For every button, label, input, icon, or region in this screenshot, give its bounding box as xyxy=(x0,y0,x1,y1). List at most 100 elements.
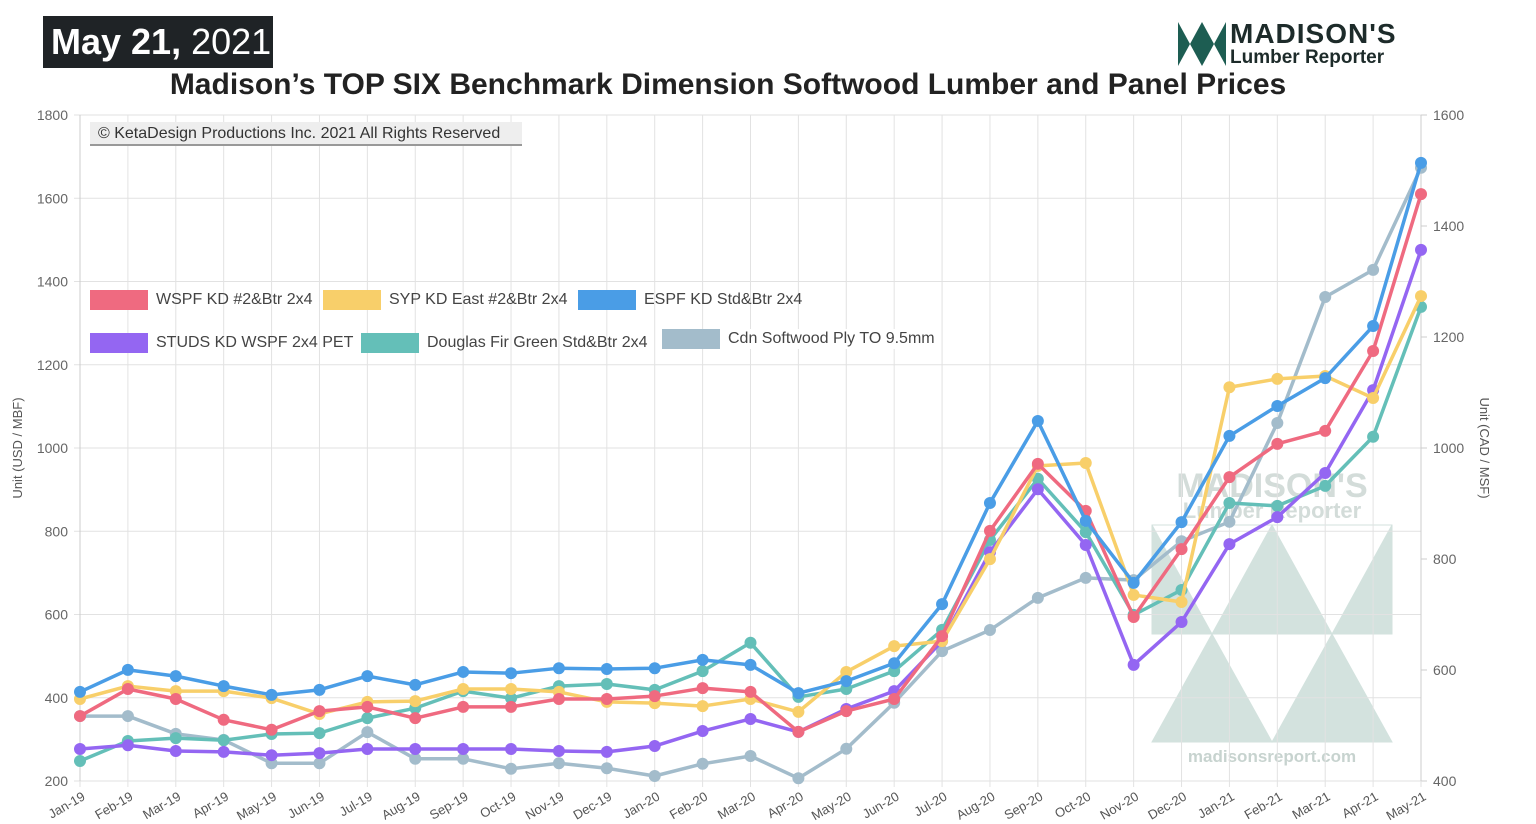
legend-item-studs[interactable]: STUDS KD WSPF 2x4 PET xyxy=(90,333,353,353)
data-point xyxy=(169,732,182,745)
data-point xyxy=(1319,479,1332,492)
data-point xyxy=(1079,571,1092,584)
data-point xyxy=(74,755,86,768)
data-point xyxy=(792,725,805,738)
data-point xyxy=(1223,429,1236,442)
data-point xyxy=(409,712,422,725)
legend-swatch xyxy=(323,290,381,310)
data-point xyxy=(1127,610,1140,623)
data-point xyxy=(1127,588,1140,601)
data-point xyxy=(1223,496,1236,509)
data-point xyxy=(1367,263,1380,276)
y2-tick-label: 1000 xyxy=(1433,440,1464,456)
data-point xyxy=(936,630,949,643)
data-point xyxy=(121,739,134,752)
data-point xyxy=(1079,514,1092,527)
legend-item-wspf[interactable]: WSPF KD #2&Btr 2x4 xyxy=(90,290,313,310)
x-tick-label: May-19 xyxy=(234,789,279,824)
data-point xyxy=(600,663,613,676)
x-tick-label: Jun-20 xyxy=(860,789,902,822)
y2-tick-label: 400 xyxy=(1433,773,1457,789)
chart-title: Madison’s TOP SIX Benchmark Dimension So… xyxy=(169,68,1287,101)
data-point xyxy=(1319,291,1332,304)
data-point xyxy=(457,742,470,755)
data-point xyxy=(457,665,470,678)
x-tick-label: Apr-19 xyxy=(190,789,231,822)
data-point xyxy=(1367,345,1380,358)
copyright-notice: © KetaDesign Productions Inc. 2021 All R… xyxy=(90,122,522,146)
data-point xyxy=(1127,658,1140,671)
data-point xyxy=(552,757,565,770)
data-point xyxy=(361,712,374,725)
data-point xyxy=(361,700,374,713)
data-point xyxy=(74,742,86,755)
data-point xyxy=(1415,156,1427,169)
legend-item-cdn-ply[interactable]: Cdn Softwood Ply TO 9.5mm xyxy=(662,329,941,349)
legend-item-douglas-fir[interactable]: Douglas Fir Green Std&Btr 2x4 xyxy=(361,333,648,353)
data-point xyxy=(505,692,518,705)
data-point xyxy=(840,742,853,755)
legend-label: ESPF KD Std&Btr 2x4 xyxy=(644,291,803,308)
data-point xyxy=(1079,456,1092,469)
y-tick-label: 1400 xyxy=(37,274,68,290)
data-point xyxy=(313,683,326,696)
data-point xyxy=(1223,471,1236,484)
x-tick-label: Feb-19 xyxy=(92,789,135,823)
y-tick-label: 400 xyxy=(45,690,69,706)
data-point xyxy=(696,665,709,678)
data-point xyxy=(1031,591,1044,604)
legend-label: Douglas Fir Green Std&Btr 2x4 xyxy=(427,334,648,351)
x-tick-label: Mar-21 xyxy=(1290,789,1333,823)
data-point xyxy=(1031,414,1044,427)
x-tick-label: May-20 xyxy=(809,789,854,824)
data-point xyxy=(121,710,134,723)
data-point xyxy=(840,705,853,718)
data-point xyxy=(648,740,661,753)
watermark-logo-icon xyxy=(1151,523,1393,744)
data-point xyxy=(936,645,949,658)
data-point xyxy=(505,667,518,680)
data-point xyxy=(1223,381,1236,394)
legend-swatch xyxy=(90,333,148,353)
x-tick-label: Jul-19 xyxy=(337,789,375,820)
data-point xyxy=(1271,511,1284,524)
data-point xyxy=(457,700,470,713)
data-point xyxy=(169,692,182,705)
legend-swatch xyxy=(90,290,148,310)
y2-axis-label: Unit (CAD / MSF) xyxy=(1477,397,1492,498)
legend-item-espf[interactable]: ESPF KD Std&Btr 2x4 xyxy=(578,290,802,310)
x-tick-label: Jan-19 xyxy=(46,789,88,822)
data-point xyxy=(792,705,805,718)
data-point xyxy=(457,683,470,696)
x-tick-label: Jan-20 xyxy=(620,789,662,822)
data-point xyxy=(696,725,709,738)
legend-swatch xyxy=(361,333,419,353)
x-tick-label: Oct-19 xyxy=(477,789,518,821)
data-point xyxy=(552,692,565,705)
data-point xyxy=(409,678,422,691)
data-point xyxy=(1271,437,1284,450)
data-point xyxy=(409,752,422,765)
legend-item-syp[interactable]: SYP KD East #2&Btr 2x4 xyxy=(323,290,567,310)
x-tick-label: Dec-19 xyxy=(571,789,615,823)
data-point xyxy=(409,742,422,755)
data-point xyxy=(74,710,86,723)
madisons-logo: MADISON'S Lumber Reporter xyxy=(1178,20,1397,68)
data-point xyxy=(505,683,518,696)
data-point xyxy=(600,692,613,705)
data-point xyxy=(313,727,326,740)
data-point xyxy=(888,657,901,670)
data-point xyxy=(744,685,757,698)
y2-tick-label: 1600 xyxy=(1433,107,1464,123)
logo-mountain-icon xyxy=(1178,22,1226,66)
data-point xyxy=(600,762,613,775)
x-tick-label: Feb-21 xyxy=(1242,789,1285,823)
data-point xyxy=(1367,392,1380,405)
y-tick-label: 1800 xyxy=(37,107,68,123)
legend-label: SYP KD East #2&Btr 2x4 xyxy=(389,291,568,308)
data-point xyxy=(74,685,86,698)
data-point xyxy=(1415,243,1427,256)
data-point xyxy=(313,757,326,770)
data-point xyxy=(840,665,853,678)
